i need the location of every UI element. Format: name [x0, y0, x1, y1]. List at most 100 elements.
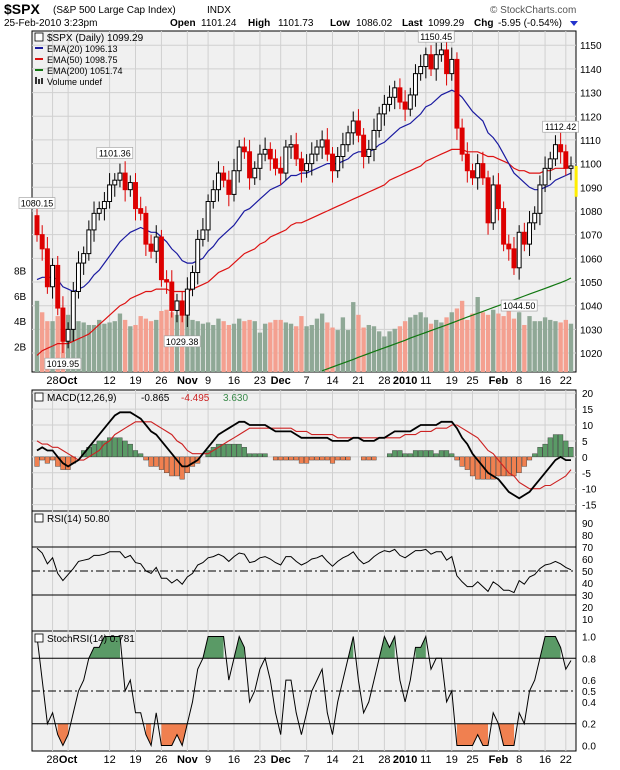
- candle-body: [314, 146, 320, 155]
- ema200-line: [321, 277, 572, 372]
- price-y-tick-label: 1030: [580, 325, 603, 336]
- candle-body: [60, 307, 66, 342]
- x-tick-label: 16: [539, 754, 551, 766]
- volume-bar: [501, 316, 506, 372]
- candle-body: [319, 139, 325, 148]
- volume-bar: [107, 322, 112, 372]
- x-tick-label: 19: [129, 754, 141, 766]
- stochrsi-overbought-fill: [379, 636, 395, 659]
- macd-histogram-bar: [241, 447, 247, 458]
- volume-bar: [252, 321, 257, 372]
- volume-bar: [216, 318, 221, 372]
- candle-body: [537, 184, 543, 214]
- rsi-y-tick-label: 60: [582, 555, 594, 566]
- volume-bar: [200, 323, 206, 372]
- macd-histogram-bar: [101, 440, 107, 458]
- volume-bar: [522, 324, 527, 372]
- candle-body: [485, 177, 491, 224]
- macd-histogram-bar: [521, 456, 527, 467]
- candle-body: [444, 49, 450, 75]
- volume-bar: [299, 316, 304, 372]
- candle-body: [169, 281, 175, 311]
- volume-bar: [402, 321, 408, 372]
- x-tick-label: 22: [560, 375, 572, 387]
- stochrsi-oversold-fill: [161, 723, 188, 746]
- stochrsi-y-tick-label: 0.2: [582, 720, 596, 731]
- volume-bar: [283, 322, 289, 372]
- x-tick-label: 8: [516, 375, 522, 387]
- x-tick-label: 9: [205, 754, 211, 766]
- stochrsi-overbought-fill: [539, 636, 561, 659]
- x-tick-label: 21: [352, 375, 364, 387]
- candle-body: [542, 167, 548, 186]
- legend-box-icon: [34, 32, 44, 42]
- macd-histogram-bar: [402, 453, 408, 458]
- x-tick-label: 21: [352, 754, 364, 766]
- candle-body: [381, 103, 387, 115]
- x-tick-label: 7: [304, 375, 310, 387]
- volume-tick-label: 4B: [14, 317, 27, 328]
- rsi-y-tick-label: 40: [582, 579, 594, 590]
- volume-bar: [221, 321, 226, 372]
- price-y-tick-label: 1120: [580, 112, 602, 123]
- volume-bar: [330, 327, 335, 372]
- x-tick-label: 28: [378, 754, 390, 766]
- candle-body: [39, 234, 45, 250]
- volume-bar: [335, 330, 340, 372]
- rsi-y-tick-label: 50: [582, 567, 594, 578]
- volume-bar: [371, 326, 377, 372]
- candle-body: [200, 229, 206, 240]
- volume-bar: [516, 312, 522, 372]
- macd-histogram-bar: [490, 456, 496, 480]
- macd-histogram-bar: [361, 456, 367, 461]
- macd-histogram-bar: [247, 453, 253, 458]
- macd-histogram-bar: [231, 443, 237, 458]
- candle-body: [122, 172, 128, 191]
- candle-body: [568, 165, 574, 169]
- price-y-tick-label: 1130: [580, 89, 602, 100]
- legend-box-icon: [34, 513, 44, 523]
- volume-bar: [408, 317, 413, 372]
- macd-histogram-bar: [132, 450, 139, 458]
- candle-body: [459, 127, 465, 155]
- candle-body: [552, 144, 558, 160]
- macd-histogram-bar: [221, 443, 227, 458]
- volume-bar: [511, 318, 517, 372]
- volume-bar: [465, 319, 470, 372]
- stochrsi-series: [32, 634, 576, 748]
- high-value: 1101.73: [278, 18, 314, 29]
- candle-body: [335, 156, 341, 172]
- macd-y-tick-label: -10: [582, 485, 597, 496]
- volume-bar: [112, 321, 117, 372]
- volume-legend-icon: [35, 77, 37, 84]
- macd-histogram-bar: [65, 456, 71, 470]
- macd-y-tick-label: 5: [582, 437, 588, 448]
- volume-bar: [102, 323, 107, 372]
- macd-histogram-bar: [138, 453, 144, 458]
- x-tick-label: 9: [205, 375, 211, 387]
- price-annotation-label: 1101.36: [99, 148, 131, 158]
- macd-histogram-bar: [542, 443, 548, 458]
- x-tick-label: 26: [155, 375, 167, 387]
- macd-y-tick-label: -15: [582, 501, 597, 512]
- volume-bar: [366, 324, 371, 372]
- macd-histogram-bar: [324, 456, 330, 461]
- x-tick-label: 23: [254, 375, 266, 387]
- price-annotation-label: 1029.38: [166, 337, 199, 347]
- x-tick-label: 14: [326, 754, 338, 766]
- volume-bar: [485, 314, 491, 372]
- candle-body: [143, 212, 149, 245]
- macd-histogram-bar: [568, 447, 574, 458]
- macd-histogram-bar: [148, 456, 154, 467]
- candle-body: [112, 179, 118, 186]
- volume-bar: [143, 318, 149, 372]
- candle-body: [392, 87, 398, 98]
- volume-bar: [205, 322, 211, 372]
- x-tick-label: Nov: [177, 375, 199, 387]
- macd-line: [36, 411, 571, 500]
- candle-body: [480, 163, 486, 179]
- volume-bar: [211, 324, 216, 372]
- candle-body: [309, 153, 315, 165]
- stochrsi-oversold-fill: [456, 723, 488, 746]
- candle-body: [179, 300, 185, 316]
